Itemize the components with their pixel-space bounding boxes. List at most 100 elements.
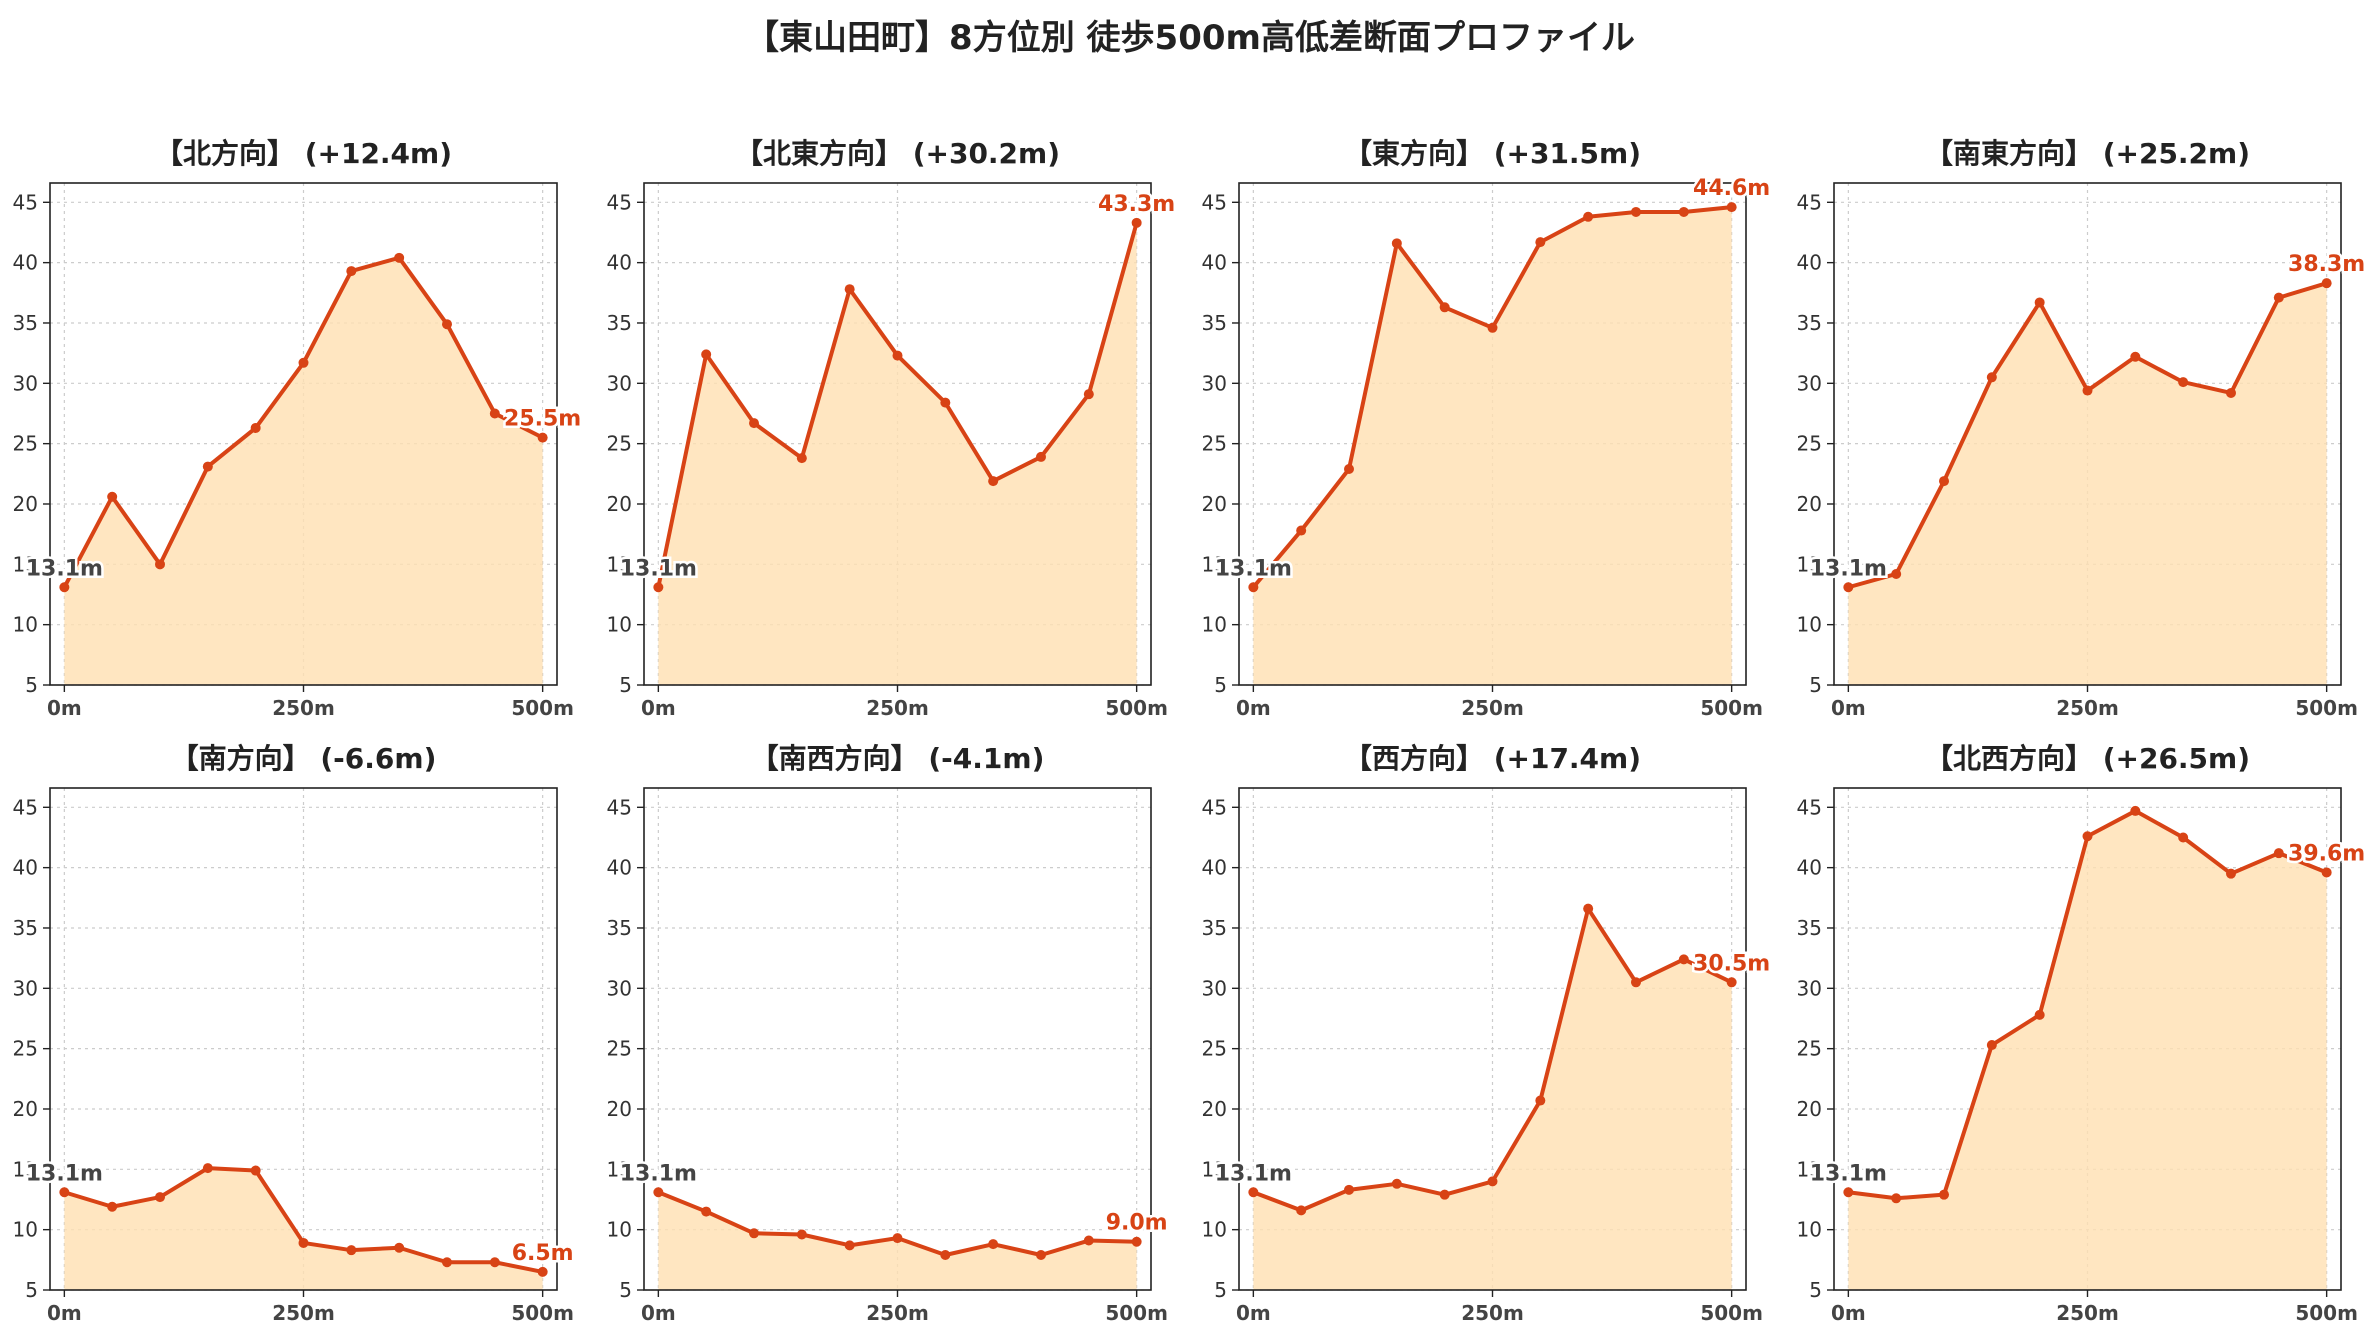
elevation-point	[844, 284, 855, 295]
y-tick-label: 35	[13, 311, 38, 335]
elevation-point	[1939, 476, 1950, 487]
elevation-point	[1344, 1184, 1355, 1195]
elevation-area	[1848, 810, 2327, 1290]
elevation-point	[892, 1233, 903, 1244]
elevation-point	[441, 1257, 452, 1268]
elevation-point	[2225, 387, 2236, 398]
x-tick-label: 0m	[47, 1301, 82, 1325]
elevation-point	[59, 582, 70, 593]
y-tick-label: 10	[607, 613, 632, 637]
x-tick-label: 0m	[641, 696, 676, 720]
y-tick-label: 15	[1797, 552, 1822, 576]
panel-title: 【東方向】 (+31.5m)	[1344, 137, 1641, 170]
y-tick-label: 10	[1202, 1218, 1227, 1242]
y-tick-label: 10	[607, 1218, 632, 1242]
elevation-point	[155, 1192, 166, 1203]
y-tick-label: 25	[1202, 432, 1227, 456]
y-tick-label: 10	[13, 613, 38, 637]
x-tick-label: 500m	[2295, 1301, 2358, 1325]
elevation-point	[1843, 1187, 1854, 1198]
y-tick-label: 20	[1202, 492, 1227, 516]
y-tick-label: 20	[1797, 492, 1822, 516]
elevation-point	[988, 476, 999, 487]
panel-title: 【北西方向】 (+26.5m)	[1925, 742, 2250, 775]
y-tick-label: 10	[1202, 613, 1227, 637]
elevation-point	[155, 559, 166, 570]
elevation-point	[250, 1165, 261, 1176]
elevation-point	[2082, 831, 2093, 842]
y-tick-label: 35	[1202, 916, 1227, 940]
elevation-point	[892, 350, 903, 361]
y-tick-label: 45	[13, 190, 38, 214]
y-tick-label: 10	[1797, 1218, 1822, 1242]
elevation-point	[394, 1242, 405, 1253]
y-tick-label: 30	[13, 976, 38, 1000]
profile-panel-1: 5 10 15 20 25 30 35 40 45 0m 250m 500m 【北東方向】 (+30.2…	[607, 137, 1178, 720]
elevation-point	[2321, 278, 2332, 289]
y-tick-label: 40	[1797, 856, 1822, 880]
x-tick-label: 500m	[1105, 696, 1168, 720]
y-tick-label: 5	[619, 673, 632, 697]
start-elevation-label: 13.1m	[620, 1161, 697, 1186]
page-title: 【東山田町】8方位別 徒歩500m高低差断面プロファイル	[745, 18, 1635, 58]
y-tick-label: 40	[1202, 856, 1227, 880]
y-tick-label: 45	[1202, 190, 1227, 214]
y-tick-label: 5	[619, 1278, 632, 1302]
y-tick-label: 25	[607, 1037, 632, 1061]
elevation-point	[1535, 1095, 1546, 1106]
profile-panel-4: 5 10 15 20 25 30 35 40 45 0m 250m 500m 【南方向】 (-6.6m)…	[13, 742, 577, 1325]
elevation-point	[749, 1228, 760, 1239]
elevation-point	[940, 397, 951, 408]
elevation-point	[394, 252, 405, 263]
end-elevation-label: 9.0m	[1106, 1211, 1168, 1236]
y-tick-label: 30	[607, 976, 632, 1000]
elevation-point	[1296, 525, 1307, 536]
x-tick-label: 500m	[511, 696, 574, 720]
elevation-point	[250, 422, 261, 433]
elevation-area	[1253, 908, 1732, 1290]
y-tick-label: 25	[13, 432, 38, 456]
profile-panel-5: 5 10 15 20 25 30 35 40 45 0m 250m 500m 【南西方向】 (-4.1m…	[607, 742, 1171, 1325]
elevation-point	[1843, 582, 1854, 593]
elevation-point	[489, 1257, 500, 1268]
start-elevation-label: 13.1m	[1810, 1161, 1887, 1186]
elevation-point	[1487, 1176, 1498, 1187]
end-elevation-label: 25.5m	[504, 407, 581, 432]
x-tick-label: 500m	[1105, 1301, 1168, 1325]
elevation-point	[1035, 451, 1046, 462]
elevation-point	[59, 1187, 70, 1198]
y-tick-label: 40	[13, 856, 38, 880]
elevation-point	[1726, 202, 1737, 213]
elevation-point	[537, 432, 548, 443]
elevation-point	[202, 461, 213, 472]
start-elevation-label: 13.1m	[26, 1161, 103, 1186]
elevation-point	[1248, 1187, 1259, 1198]
y-tick-label: 25	[13, 1037, 38, 1061]
elevation-point	[298, 1237, 309, 1248]
y-tick-label: 30	[13, 371, 38, 395]
y-tick-label: 20	[13, 1097, 38, 1121]
y-tick-label: 35	[1202, 311, 1227, 335]
y-tick-label: 45	[1797, 795, 1822, 819]
y-tick-label: 25	[1202, 1037, 1227, 1061]
elevation-point	[107, 1201, 118, 1212]
y-tick-label: 40	[1797, 251, 1822, 275]
y-tick-label: 5	[25, 1278, 38, 1302]
elevation-point	[1035, 1250, 1046, 1261]
elevation-point	[1630, 206, 1641, 217]
elevation-point	[202, 1163, 213, 1174]
elevation-point	[2082, 385, 2093, 396]
y-tick-label: 5	[25, 673, 38, 697]
x-tick-label: 500m	[1700, 696, 1763, 720]
elevation-point	[2225, 868, 2236, 879]
elevation-point	[1391, 1178, 1402, 1189]
elevation-point	[1296, 1205, 1307, 1216]
y-tick-label: 5	[1214, 1278, 1227, 1302]
y-tick-label: 20	[607, 1097, 632, 1121]
elevation-area	[1848, 283, 2327, 685]
elevation-point	[1439, 1189, 1450, 1200]
panel-title: 【北方向】 (+12.4m)	[155, 137, 452, 170]
y-tick-label: 15	[13, 552, 38, 576]
plot-frame	[643, 787, 1152, 1291]
elevation-point	[1891, 568, 1902, 579]
